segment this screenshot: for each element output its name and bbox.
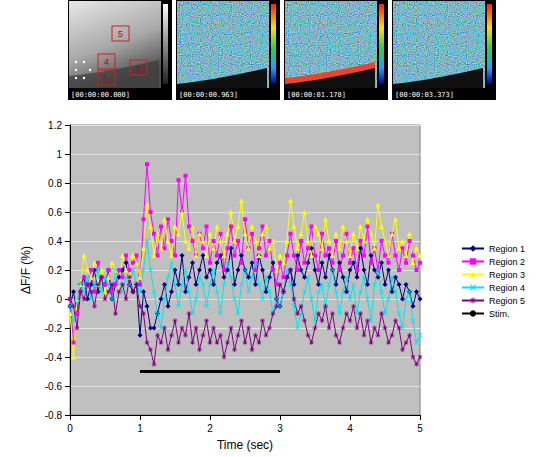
svg-text:Region 2: Region 2 [489, 257, 525, 267]
svg-text:Region 4: Region 4 [489, 283, 525, 293]
svg-text:[00:00:00.000]: [00:00:00.000] [71, 91, 130, 99]
svg-text:Region 3: Region 3 [489, 270, 525, 280]
svg-text:-0.4: -0.4 [45, 352, 63, 363]
svg-text:Time (sec): Time (sec) [217, 438, 273, 452]
svg-text:Region 5: Region 5 [489, 296, 525, 306]
svg-text:0: 0 [67, 423, 73, 434]
svg-text:1: 1 [56, 149, 62, 160]
svg-text:5: 5 [417, 423, 423, 434]
svg-text:Stim.: Stim. [489, 309, 510, 319]
svg-text:1.2: 1.2 [48, 120, 62, 131]
svg-text:-0.6: -0.6 [45, 381, 63, 392]
svg-text:3: 3 [277, 423, 283, 434]
svg-text:3: 3 [136, 63, 141, 73]
svg-text:[00:00:00.963]: [00:00:00.963] [179, 91, 238, 99]
svg-text:2: 2 [207, 423, 213, 434]
svg-text:0: 0 [56, 294, 62, 305]
svg-text:0.2: 0.2 [48, 265, 62, 276]
svg-text:ΔF/F (%): ΔF/F (%) [19, 246, 33, 294]
svg-text:4: 4 [347, 423, 353, 434]
svg-text:Region 1: Region 1 [489, 244, 525, 254]
svg-text:1: 1 [137, 423, 143, 434]
svg-text:[00:00:03.373]: [00:00:03.373] [395, 91, 454, 99]
svg-text:-0.8: -0.8 [45, 410, 63, 421]
svg-text:5: 5 [104, 73, 109, 83]
svg-text:5: 5 [118, 29, 123, 39]
svg-text:0.6: 0.6 [48, 207, 62, 218]
svg-text:[00:00:01.178]: [00:00:01.178] [287, 91, 346, 99]
svg-text:0.4: 0.4 [48, 236, 62, 247]
svg-text:4: 4 [104, 57, 109, 67]
svg-text:-0.2: -0.2 [45, 323, 63, 334]
svg-text:0.8: 0.8 [48, 178, 62, 189]
